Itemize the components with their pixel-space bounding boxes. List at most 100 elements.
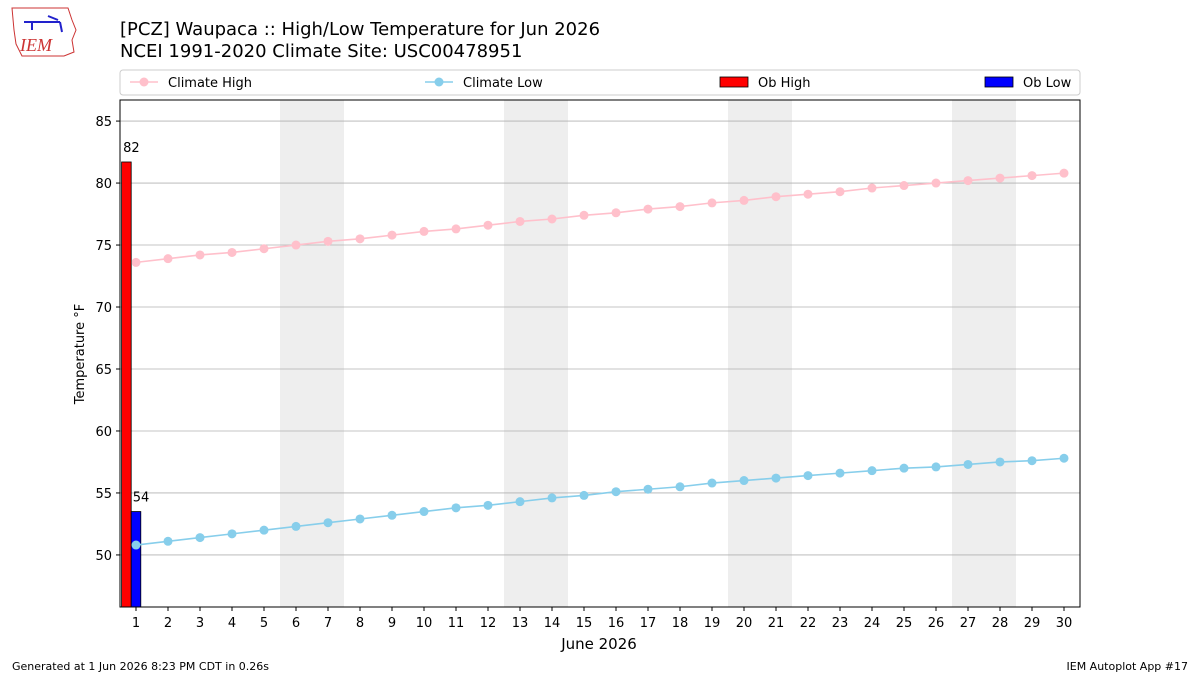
- x-tick-label: 2: [164, 616, 172, 631]
- weekend-band: [280, 100, 344, 607]
- footer-right: IEM Autoplot App #17: [1067, 660, 1189, 673]
- series-point: [547, 214, 557, 224]
- x-tick-label: 22: [800, 616, 817, 631]
- bar-value-label: 82: [123, 141, 140, 156]
- x-tick-label: 17: [640, 616, 657, 631]
- legend-label: Climate Low: [463, 76, 543, 91]
- x-tick-label: 4: [228, 616, 236, 631]
- y-tick-label: 70: [95, 301, 112, 316]
- series-point: [931, 178, 941, 188]
- series-point: [675, 202, 685, 212]
- y-tick-label: 75: [95, 239, 112, 254]
- series-point: [995, 173, 1005, 183]
- series-point: [1059, 453, 1069, 463]
- series-point: [419, 226, 429, 236]
- series-point: [291, 240, 301, 250]
- chart-title: [PCZ] Waupaca :: High/Low Temperature fo…: [120, 19, 600, 40]
- x-tick-label: 7: [324, 616, 332, 631]
- series-point: [195, 250, 205, 260]
- x-tick-label: 24: [864, 616, 881, 631]
- series-point: [1027, 456, 1037, 466]
- series-point: [515, 497, 525, 507]
- series-point: [163, 536, 173, 546]
- series-point: [579, 490, 589, 500]
- series-point: [195, 533, 205, 543]
- legend-label: Climate High: [168, 76, 252, 91]
- series-point: [739, 195, 749, 205]
- series-point: [355, 234, 365, 244]
- series-point: [611, 487, 621, 497]
- series-point: [1059, 168, 1069, 178]
- legend-marker: [434, 77, 444, 87]
- logo-text: IEM: [19, 35, 53, 55]
- weekend-band: [952, 100, 1016, 607]
- series-point: [227, 529, 237, 539]
- weekend-band: [504, 100, 568, 607]
- x-tick-label: 20: [736, 616, 753, 631]
- series-point: [675, 482, 685, 492]
- weekend-band: [728, 100, 792, 607]
- series-point: [131, 540, 141, 550]
- x-tick-label: 12: [480, 616, 497, 631]
- series-point: [867, 183, 877, 193]
- series-point: [835, 187, 845, 197]
- series-point: [611, 208, 621, 218]
- x-tick-label: 29: [1024, 616, 1041, 631]
- x-tick-label: 8: [356, 616, 364, 631]
- series-point: [387, 510, 397, 520]
- x-tick-label: 25: [896, 616, 913, 631]
- chart-subtitle: NCEI 1991-2020 Climate Site: USC00478951: [120, 41, 522, 62]
- series-line: [135, 172, 1065, 264]
- series-point: [387, 230, 397, 240]
- series-point: [259, 525, 269, 535]
- x-tick-label: 18: [672, 616, 689, 631]
- x-tick-label: 9: [388, 616, 396, 631]
- series-point: [419, 507, 429, 517]
- legend-marker: [139, 77, 149, 87]
- x-tick-label: 5: [260, 616, 268, 631]
- series-point: [707, 478, 717, 488]
- series-point: [323, 236, 333, 246]
- x-tick-label: 21: [768, 616, 785, 631]
- y-tick-label: 65: [95, 363, 112, 378]
- plot-frame: [119, 99, 1081, 608]
- series-line: [135, 457, 1065, 546]
- x-axis-label: June 2026: [560, 635, 637, 653]
- series-point: [963, 176, 973, 186]
- legend-swatch: [984, 76, 1014, 88]
- bar: [121, 161, 132, 608]
- y-tick-label: 60: [95, 425, 112, 440]
- series-point: [547, 493, 557, 503]
- series-point: [355, 514, 365, 524]
- series-point: [131, 257, 141, 267]
- x-tick-label: 11: [448, 616, 465, 631]
- series-point: [707, 198, 717, 208]
- x-tick-label: 23: [832, 616, 849, 631]
- series-point: [803, 189, 813, 199]
- x-tick-label: 15: [576, 616, 593, 631]
- series-point: [739, 476, 749, 486]
- series-point: [451, 503, 461, 513]
- x-tick-label: 19: [704, 616, 721, 631]
- x-tick-label: 13: [512, 616, 529, 631]
- series-point: [963, 459, 973, 469]
- bar: [130, 511, 142, 608]
- series-point: [515, 216, 525, 226]
- series-point: [899, 181, 909, 191]
- x-tick-label: 27: [960, 616, 977, 631]
- series-point: [899, 463, 909, 473]
- legend-label: Ob Low: [1023, 76, 1072, 91]
- x-tick-label: 10: [416, 616, 433, 631]
- x-tick-label: 26: [928, 616, 945, 631]
- footer-left: Generated at 1 Jun 2026 8:23 PM CDT in 0…: [12, 660, 269, 673]
- series-point: [803, 471, 813, 481]
- logo: IEM: [11, 7, 77, 57]
- y-axis-label: Temperature °F: [73, 304, 88, 405]
- x-tick-label: 28: [992, 616, 1009, 631]
- series-point: [931, 462, 941, 472]
- series-point: [259, 244, 269, 254]
- legend-box: [119, 69, 1081, 96]
- series-point: [835, 468, 845, 478]
- y-tick-label: 80: [95, 177, 112, 192]
